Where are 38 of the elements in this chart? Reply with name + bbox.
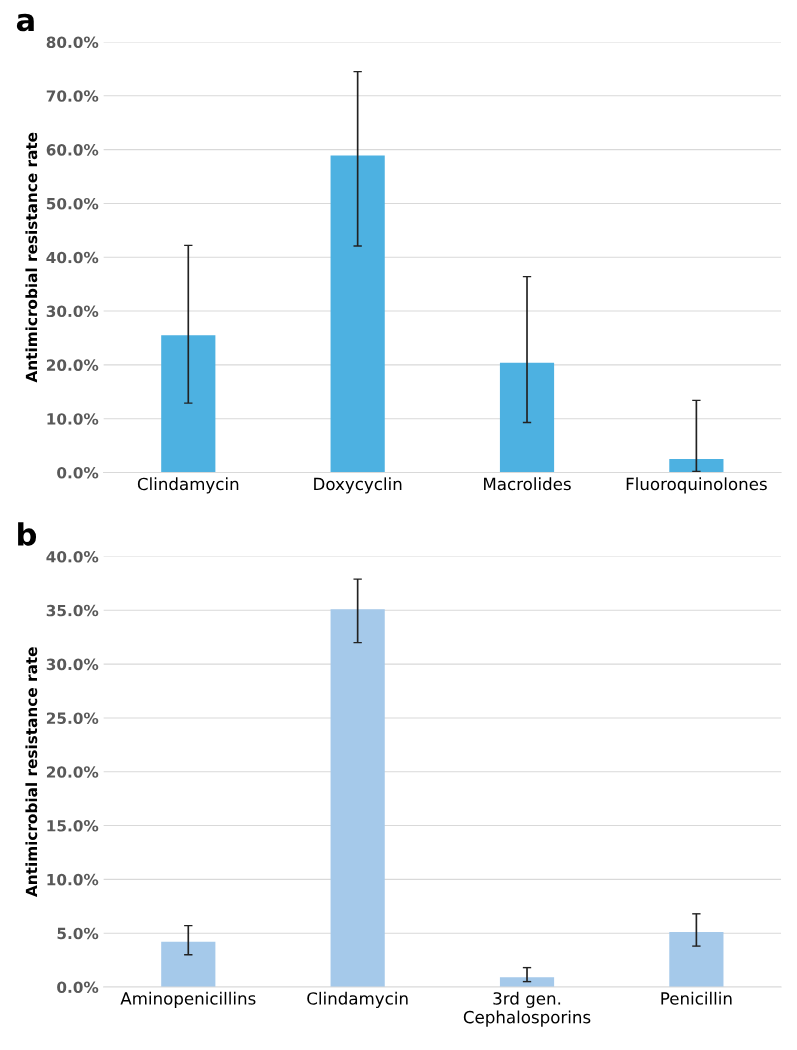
y-tick-label: 40.0% xyxy=(46,550,99,563)
y-axis-title: Antimicrobial resistance rate xyxy=(25,132,38,383)
x-tick-label: Clindamycin xyxy=(307,991,408,1008)
y-tick-label: 60.0% xyxy=(46,144,99,156)
y-tick-label: 10.0% xyxy=(47,873,99,886)
chart-title: b xyxy=(18,522,37,546)
bar xyxy=(161,335,216,473)
y-tick-label: 0.0% xyxy=(57,466,99,479)
x-tick-label: Penicillin xyxy=(661,991,732,1005)
bar xyxy=(499,362,555,473)
y-tick-label: 50.0% xyxy=(46,197,99,210)
y-tick-label: 5.0% xyxy=(57,927,99,940)
bar xyxy=(330,155,385,473)
bar xyxy=(499,977,555,987)
y-tick-label: 10.0% xyxy=(47,413,99,425)
y-tick-label: 15.0% xyxy=(47,820,99,832)
x-tick-label: Clindamycin xyxy=(137,477,239,494)
y-axis-title: Antimicrobial resistance rate xyxy=(25,647,38,897)
y-tick-label: 40.0% xyxy=(46,251,99,264)
y-tick-label: 0.0% xyxy=(57,981,99,994)
y-tick-label: 20.0% xyxy=(46,766,99,778)
y-tick-label: 30.0% xyxy=(46,305,99,318)
bar xyxy=(161,941,216,987)
x-tick-label: Aminopenicillins xyxy=(120,991,256,1008)
chart-title: a xyxy=(16,13,34,32)
y-tick-label: 25.0% xyxy=(46,712,99,724)
y-tick-label: 70.0% xyxy=(46,90,99,102)
y-tick-label: 30.0% xyxy=(46,658,99,671)
x-tick-label: Fluoroquinolones xyxy=(626,477,767,494)
bar xyxy=(669,459,724,473)
y-tick-label: 20.0% xyxy=(46,359,99,371)
bar xyxy=(330,609,385,987)
bar xyxy=(669,932,724,987)
x-tick-label: Doxycyclin xyxy=(314,477,402,494)
x-tick-label: Macrolides xyxy=(484,477,571,491)
y-tick-label: 35.0% xyxy=(46,604,99,617)
x-tick-label: 3rd gen. Cephalosporins xyxy=(463,991,591,1027)
y-tick-label: 80.0% xyxy=(46,36,99,49)
